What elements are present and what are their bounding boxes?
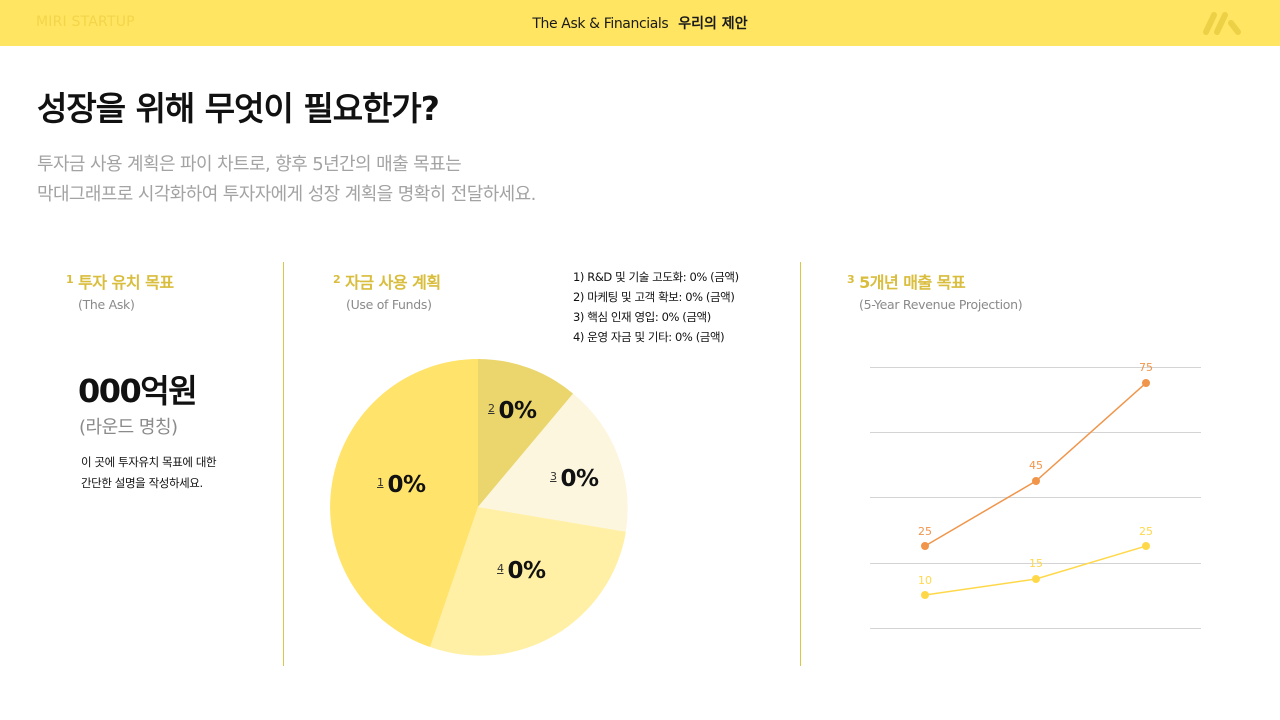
ask-amount: 000억원 bbox=[78, 372, 198, 410]
subtitle-line-1: 투자금 사용 계획은 파이 차트로, 향후 5년간의 매출 목표는 bbox=[37, 154, 462, 175]
section-3-number: 3 bbox=[847, 273, 855, 286]
section-3-title: 5개년 매출 목표 bbox=[859, 273, 966, 292]
legend-item: 3) 핵심 인재 영입: 0% (금액) bbox=[573, 310, 711, 324]
data-label: 75 bbox=[1139, 361, 1153, 374]
section-1-subtitle: (The Ask) bbox=[78, 297, 135, 312]
legend-item: 2) 마케팅 및 고객 확보: 0% (금액) bbox=[573, 290, 735, 304]
brand-logo-icon bbox=[1203, 12, 1241, 35]
pie-label-4: 4 0% bbox=[497, 558, 546, 584]
legend-item: 1) R&D 및 기술 고도화: 0% (금액) bbox=[573, 270, 739, 284]
pie-slice-1 bbox=[330, 359, 478, 647]
ask-description: 이 곳에 투자유치 목표에 대한 간단한 설명을 작성하세요. bbox=[81, 452, 217, 494]
section-2-heading: 2 자금 사용 계획 bbox=[333, 269, 441, 293]
section-title-en: The Ask & Financials bbox=[532, 16, 669, 32]
series-yellow bbox=[921, 542, 1150, 599]
column-divider-2 bbox=[800, 262, 801, 666]
section-3-heading: 3 5개년 매출 목표 bbox=[847, 269, 966, 293]
section-title-ko: 우리의 제안 bbox=[678, 16, 748, 32]
data-label: 10 bbox=[918, 574, 932, 587]
round-name: (라운드 명칭) bbox=[79, 417, 178, 438]
chart-gridlines bbox=[870, 367, 1201, 629]
section-2-subtitle: (Use of Funds) bbox=[346, 297, 432, 312]
pie-label-1: 1 0% bbox=[377, 472, 426, 498]
section-2-number: 2 bbox=[333, 273, 341, 286]
ask-desc-line-2: 간단한 설명을 작성하세요. bbox=[81, 476, 203, 490]
pie-label-3: 3 0% bbox=[550, 466, 599, 492]
brand-name: MIRI STARTUP bbox=[36, 14, 135, 30]
section-1-number: 1 bbox=[66, 273, 74, 286]
section-1-heading: 1 투자 유치 목표 bbox=[66, 269, 174, 293]
funds-legend: 1) R&D 및 기술 고도화: 0% (금액) 2) 마케팅 및 고객 확보:… bbox=[573, 267, 739, 347]
data-label: 25 bbox=[918, 525, 932, 538]
subtitle-line-2: 막대그래프로 시각화하여 투자자에게 성장 계획을 명확히 전달하세요. bbox=[37, 184, 536, 205]
top-bar: MIRI STARTUP The Ask & Financials 우리의 제안 bbox=[0, 0, 1280, 46]
data-label: 15 bbox=[1029, 557, 1043, 570]
legend-item: 4) 운영 자금 및 기타: 0% (금액) bbox=[573, 330, 725, 344]
page-title: 성장을 위해 무엇이 필요한가? bbox=[37, 89, 440, 128]
section-3-subtitle: (5-Year Revenue Projection) bbox=[859, 297, 1023, 312]
data-label: 25 bbox=[1139, 525, 1153, 538]
column-divider-1 bbox=[283, 262, 284, 666]
page-subtitle: 투자금 사용 계획은 파이 차트로, 향후 5년간의 매출 목표는 막대그래프로… bbox=[37, 150, 536, 210]
ask-desc-line-1: 이 곳에 투자유치 목표에 대한 bbox=[81, 455, 217, 469]
section-1-title: 투자 유치 목표 bbox=[78, 273, 174, 292]
section-2-title: 자금 사용 계획 bbox=[345, 273, 441, 292]
pie-label-2: 2 0% bbox=[488, 398, 537, 424]
data-label: 45 bbox=[1029, 459, 1043, 472]
section-title: The Ask & Financials 우리의 제안 bbox=[0, 13, 1280, 33]
